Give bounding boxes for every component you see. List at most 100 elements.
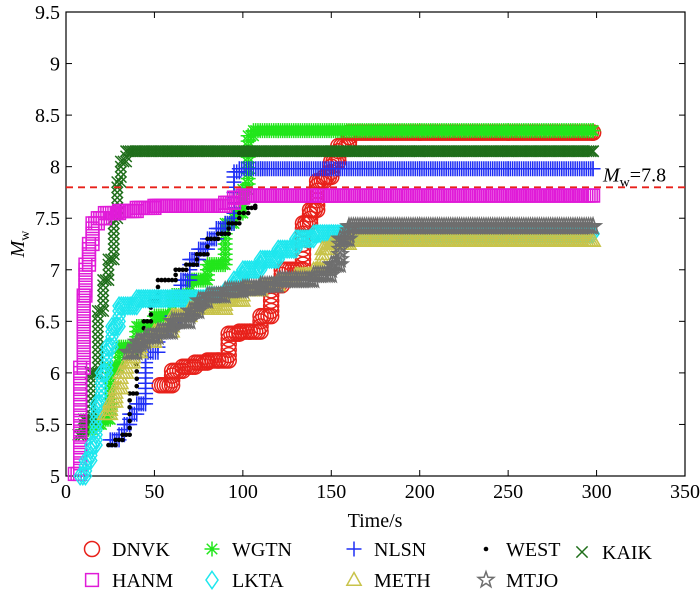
y-tick-label: 7.5: [35, 208, 60, 230]
data-point-west: [173, 267, 178, 273]
data-point-west: [134, 383, 140, 389]
data-point-meth: [117, 363, 135, 379]
data-point-west: [127, 398, 132, 403]
data-point-west: [169, 277, 175, 283]
legend-label-kaik: KAIK: [602, 542, 653, 564]
legend-item-west: WEST: [483, 539, 560, 561]
data-point-kaik: [119, 155, 133, 168]
legend-label-west: WEST: [506, 539, 560, 561]
y-axis-title-sub: w: [18, 230, 33, 241]
data-point-west: [241, 210, 247, 216]
data-point-west: [176, 267, 182, 273]
data-point-lkta: [105, 316, 119, 337]
legend-marker-west: [483, 546, 489, 552]
data-point-kaik: [111, 186, 124, 199]
series-mtjo: [117, 215, 603, 361]
data-point-west: [205, 236, 210, 242]
data-point-west: [180, 267, 186, 273]
data-point-west: [249, 205, 254, 211]
data-point-kaik: [102, 273, 115, 287]
data-point-west: [226, 231, 232, 236]
data-point-west: [127, 411, 132, 417]
y-tick-label: 8.5: [35, 105, 60, 127]
data-point-lkta: [282, 239, 297, 260]
y-tick-label: 9.5: [35, 2, 60, 24]
data-point-west: [245, 210, 251, 216]
data-point-dnvk: [220, 346, 237, 364]
data-point-west: [155, 284, 161, 290]
data-point-west: [194, 252, 200, 257]
data-point-mtjo: [339, 228, 359, 248]
data-point-west: [113, 437, 118, 443]
data-point-meth: [107, 388, 124, 404]
data-point-meth: [216, 299, 234, 315]
data-point-nlsn: [585, 161, 601, 177]
data-point-kaik: [96, 284, 110, 297]
data-point-kaik: [96, 294, 110, 307]
x-tick-label: 250: [493, 481, 523, 503]
data-point-kaik: [114, 165, 127, 178]
x-tick-label: 300: [582, 481, 612, 503]
data-point-meth: [124, 353, 142, 369]
x-axis-ticks: 0 50 100 150 200 250 300 350: [61, 12, 700, 503]
legend-label-wgtn: WGTN: [232, 539, 292, 561]
data-point-kaik: [107, 248, 120, 261]
legend-marker-lkta: [205, 570, 219, 590]
data-point-kaik: [91, 330, 104, 343]
x-axis-title: Time/s: [348, 510, 403, 532]
data-point-west: [155, 277, 161, 283]
data-point-meth: [112, 379, 130, 395]
legend-label-lkta: LKTA: [232, 570, 284, 592]
data-point-west: [215, 236, 221, 242]
data-point-kaik: [96, 304, 110, 318]
data-point-west: [113, 442, 118, 448]
legend-item-meth: METH: [345, 570, 431, 592]
data-point-west: [109, 442, 115, 448]
data-point-dnvk: [252, 318, 269, 335]
legend-item-nlsn: NLSN: [346, 539, 426, 561]
data-point-meth: [584, 231, 602, 247]
legend-label-hanm: HANM: [112, 570, 173, 592]
data-point-dnvk: [220, 341, 237, 359]
data-point-west: [252, 203, 258, 209]
y-tick-label: 9: [50, 54, 60, 76]
data-point-kaik: [77, 423, 90, 436]
data-point-west: [187, 262, 193, 267]
data-point-west: [120, 437, 125, 443]
data-point-kaik: [107, 237, 120, 251]
y-axis-title-main: M: [7, 239, 29, 258]
reference-line-label-value: =7.8: [630, 164, 666, 186]
data-point-west: [159, 277, 164, 283]
data-point-kaik: [91, 325, 104, 338]
data-point-west: [226, 226, 232, 231]
y-tick-label: 6: [50, 363, 60, 385]
data-point-west: [127, 432, 132, 438]
data-point-west: [123, 432, 129, 438]
x-tick-label: 0: [61, 481, 71, 503]
data-point-kaik: [111, 191, 124, 204]
data-point-west: [162, 277, 168, 283]
data-point-lkta: [264, 249, 279, 270]
data-point-west: [106, 442, 111, 448]
legend-label-dnvk: DNVK: [112, 539, 170, 561]
x-tick-label: 350: [670, 481, 700, 503]
data-point-west: [173, 277, 178, 283]
data-point-west: [222, 231, 228, 236]
legend-marker-hanm: [84, 572, 100, 588]
y-tick-label: 6.5: [35, 311, 60, 333]
data-point-kaik: [91, 315, 104, 328]
data-point-meth: [101, 405, 119, 421]
data-point-kaik: [584, 145, 597, 158]
series-hanm: [67, 188, 601, 482]
data-point-kaik: [114, 175, 127, 189]
data-point-kaik: [107, 253, 120, 266]
legend-item-lkta: LKTA: [205, 570, 284, 592]
legend-label-meth: METH: [374, 570, 431, 592]
y-tick-label: 7: [50, 260, 60, 282]
data-point-meth: [112, 374, 130, 390]
data-point-kaik: [114, 170, 127, 184]
axes-frame: [65, 11, 686, 477]
data-point-west: [191, 262, 196, 267]
x-tick-label: 50: [144, 481, 164, 503]
data-point-west: [237, 221, 242, 226]
